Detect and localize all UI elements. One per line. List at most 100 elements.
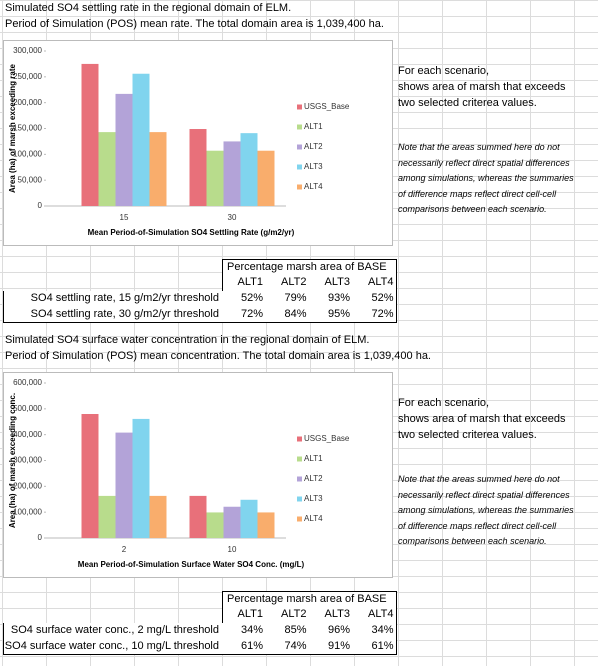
note-text: For each scenario, [398,397,490,409]
bar [257,512,275,538]
header-text: Simulated SO4 surface water concentratio… [5,334,370,346]
note-text: For each scenario, [398,65,490,77]
legend-label: ALT3 [304,494,323,503]
y-tick-label: 300,000 [13,46,42,55]
column-header: ALT3 [324,276,350,288]
header-text: Simulated SO4 settling rate in the regio… [5,2,292,14]
bar [115,432,133,538]
bar [189,495,207,538]
legend-swatch [297,456,302,462]
legend-label: ALT4 [304,182,323,191]
y-tick-label: 250,000 [13,72,42,81]
x-tick-label: 10 [228,545,237,554]
bar [257,150,275,206]
x-tick-label: 30 [228,213,237,222]
legend-swatch [297,496,302,502]
bar [240,499,258,538]
table-cell: 61% [371,639,394,652]
legend-swatch [297,476,302,482]
row-label: SO4 surface water conc., 10 mg/L thresho… [4,639,219,652]
note-text: two selected criterea values. [398,97,537,109]
y-tick-label: 100,000 [13,149,42,158]
bar [206,150,224,206]
caveat-text: among simulations, whereas the summaries [398,505,574,515]
legend-label: USGS_Base [304,102,350,111]
legend-swatch [297,184,302,190]
legend-swatch [297,144,302,150]
table-title: Percentage marsh area of BASE [227,593,387,605]
bar [223,141,241,206]
bar [149,495,167,538]
row-label: SO4 settling rate, 30 g/m2/yr threshold [30,307,219,320]
table-cell: 96% [327,624,350,636]
legend-label: USGS_Base [304,434,350,443]
y-tick-label: 300,000 [13,456,42,465]
caveat-text: comparisons between each scenario. [398,204,547,214]
y-tick-label: 0 [38,201,43,210]
column-header: ALT2 [281,276,307,288]
legend-label: ALT4 [304,514,323,523]
row-label: SO4 surface water conc., 2 mg/L threshol… [10,624,219,636]
table-cell: 95% [327,307,350,320]
bar [115,93,133,206]
table-cell: 74% [284,639,307,652]
caveat-text: of difference maps reflect direct cell-c… [398,188,557,199]
caveat-text: necessarily reflect direct spatial diffe… [398,489,570,500]
legend-swatch [297,164,302,170]
y-axis-title: Area (ha) of marsh exceeding rate [8,63,17,192]
legend-label: ALT3 [304,162,323,171]
y-tick-label: 400,000 [13,430,42,439]
table-cell: 52% [371,292,394,304]
table-border [3,291,397,323]
column-header: ALT1 [237,276,263,288]
legend-label: ALT1 [304,454,323,463]
row-label: SO4 settling rate, 15 g/m2/yr threshold [30,292,219,304]
table-cell: 61% [240,639,263,652]
legend-swatch [297,436,302,442]
table-cell: 34% [371,624,394,636]
bar [149,132,167,206]
y-tick-label: 500,000 [13,404,42,413]
y-tick-label: 0 [38,533,43,542]
table-cell: 34% [240,624,263,636]
table-cell: 72% [240,307,263,320]
y-axis-title: Area (ha) of marsh exceeding conc. [8,393,17,528]
column-header: ALT3 [324,608,350,620]
note-text: shows area of marsh that exceeds [398,81,566,93]
bar [132,418,150,538]
table-cell: 72% [371,307,394,320]
x-tick-label: 2 [122,545,127,554]
table-border [3,623,397,655]
bar [132,73,150,206]
table-cell: 93% [327,292,350,304]
table-title: Percentage marsh area of BASE [227,261,387,273]
x-tick-label: 15 [120,213,129,222]
bar [81,414,99,538]
note-text: two selected criterea values. [398,429,537,441]
column-header: ALT4 [368,608,394,620]
y-tick-label: 50,000 [18,175,43,184]
table-cell: 52% [240,292,263,304]
x-axis-title: Mean Period-of-Simulation SO4 Settling R… [88,228,295,237]
chart: 0 100,000 200,000 300,000 400,000 500,000 600,… [3,372,393,578]
y-tick-label: 200,000 [13,481,42,490]
legend-label: ALT2 [304,474,323,483]
bar [240,133,258,206]
caveat-text: Note that the areas summed here do not [398,142,560,152]
caveat-text: necessarily reflect direct spatial diffe… [398,157,570,168]
table-cell: 79% [284,292,307,304]
caveat-text: of difference maps reflect direct cell-c… [398,520,557,531]
bar [223,506,241,538]
legend-label: ALT2 [304,142,323,151]
legend-swatch [297,516,302,522]
caveat-text: among simulations, whereas the summaries [398,173,574,183]
legend-swatch [297,104,302,110]
bar [206,512,224,538]
caveat-text: comparisons between each scenario. [398,536,547,546]
legend-swatch [297,124,302,130]
y-tick-label: 200,000 [13,98,42,107]
y-tick-label: 150,000 [13,124,42,133]
bar [98,495,116,538]
table-cell: 85% [284,624,307,636]
chart: 0 50,000 100,000 150,000 200,000 250,000 300,0… [3,40,393,246]
